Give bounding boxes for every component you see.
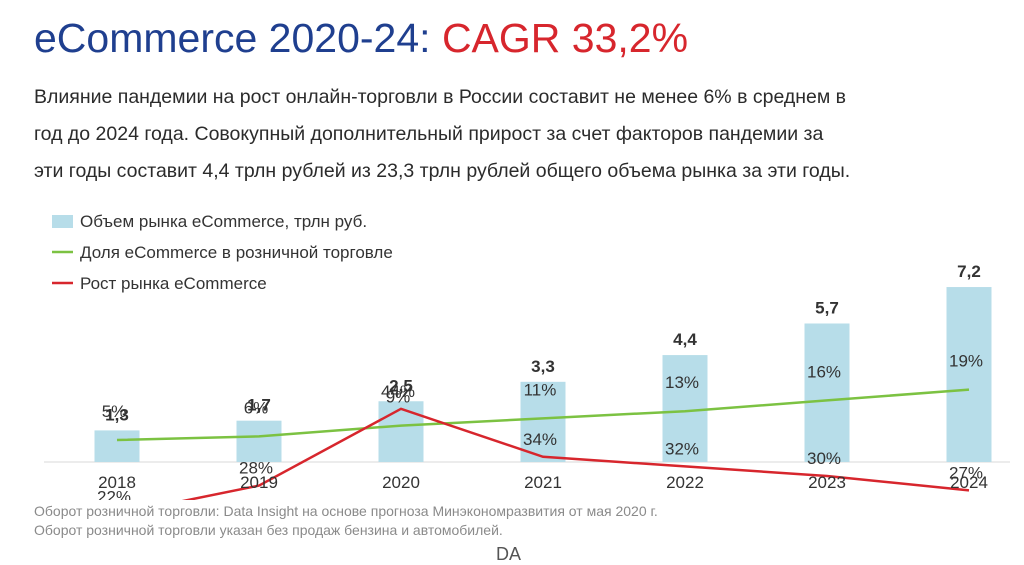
x-tick-2023: 2023	[808, 473, 846, 492]
legend-label-volume: Объем рынка eCommerce, трлн руб.	[80, 212, 367, 231]
share-label-2020: 9%	[386, 388, 411, 407]
bar-label-2020: 2,5	[389, 376, 413, 395]
bar-label-2019: 1,7	[247, 396, 271, 415]
page-title: eCommerce 2020-24: CAGR 33,2%	[34, 10, 688, 66]
growth-label-2022: 32%	[665, 439, 699, 458]
footnote: Оборот розничной торговли: Data Insight …	[34, 503, 658, 519]
legend-label-share: Доля eCommerce в розничной торговле	[80, 243, 393, 262]
intro-line: эти годы составит 4,4 трлн рублей из 23,…	[34, 160, 851, 182]
legend-swatch-bar	[52, 215, 73, 228]
bar-2020	[378, 401, 424, 462]
share-label-2019: 6%	[244, 398, 269, 417]
bar-2018	[94, 430, 140, 462]
growth-label-2021: 34%	[523, 430, 557, 449]
bar-label-2018: 1,3	[105, 405, 129, 424]
footnote: Оборот розничной торговли указан без про…	[34, 522, 503, 538]
x-tick-2019: 2019	[240, 473, 278, 492]
footnotes: Оборот розничной торговли: Data Insight …	[34, 502, 658, 540]
title-cagr: CAGR 33,2%	[441, 15, 689, 61]
bar-label-2024: 7,2	[957, 262, 981, 281]
title-main: eCommerce 2020-24:	[34, 15, 431, 61]
share-label-2022: 13%	[665, 373, 699, 392]
bar-2022	[662, 355, 708, 462]
bar-2024	[946, 287, 992, 462]
bar-label-2023: 5,7	[815, 298, 839, 317]
growth-label-2024: 27%	[949, 463, 983, 482]
ecommerce-chart: Объем рынка eCommerce, трлн руб. Доля eC…	[44, 212, 1010, 500]
share-line	[116, 388, 970, 442]
intro-line: год до 2024 года. Совокупный дополнитель…	[34, 123, 824, 145]
data-labels: 1,3 1,7 2,5 3,3 4,4 5,7 7,2 5% 6% 9% 11% 13% 16% 19% 2…	[97, 262, 983, 500]
source-logo-text: DA	[496, 544, 522, 564]
x-tick-2020: 2020	[382, 473, 420, 492]
bar-label-2021: 3,3	[531, 357, 555, 376]
share-label-2021: 11%	[524, 380, 557, 399]
x-tick-2022: 2022	[666, 473, 704, 492]
intro-paragraph: Влияние пандемии на рост онлайн-торговли…	[34, 79, 994, 190]
legend-label-growth: Рост рынка eCommerce	[80, 274, 267, 293]
share-label-2018: 5%	[102, 402, 127, 421]
x-tick-2021: 2021	[524, 473, 562, 492]
intro-line: Влияние пандемии на рост онлайн-торговли…	[34, 86, 847, 108]
x-tick-2018: 2018	[98, 473, 136, 492]
share-label-2024: 19%	[949, 352, 983, 371]
growth-label-2018: 22%	[97, 487, 131, 500]
growth-label-2020: 44%	[381, 382, 415, 401]
x-tick-labels: 2018 2019 2020 2021 2022 2023 2024	[98, 473, 988, 492]
growth-line	[181, 407, 970, 500]
bar-series	[94, 287, 992, 462]
x-tick-2024: 2024	[950, 473, 988, 492]
share-label-2023: 16%	[807, 362, 841, 381]
growth-label-2023: 30%	[807, 449, 841, 468]
bar-2021	[520, 381, 566, 462]
chart-legend: Объем рынка eCommerce, трлн руб. Доля eC…	[52, 212, 393, 293]
bar-2023	[804, 323, 850, 462]
growth-label-2019: 28%	[239, 459, 273, 478]
line-series	[116, 388, 970, 500]
bar-2019	[236, 420, 282, 462]
bar-label-2022: 4,4	[673, 330, 697, 349]
